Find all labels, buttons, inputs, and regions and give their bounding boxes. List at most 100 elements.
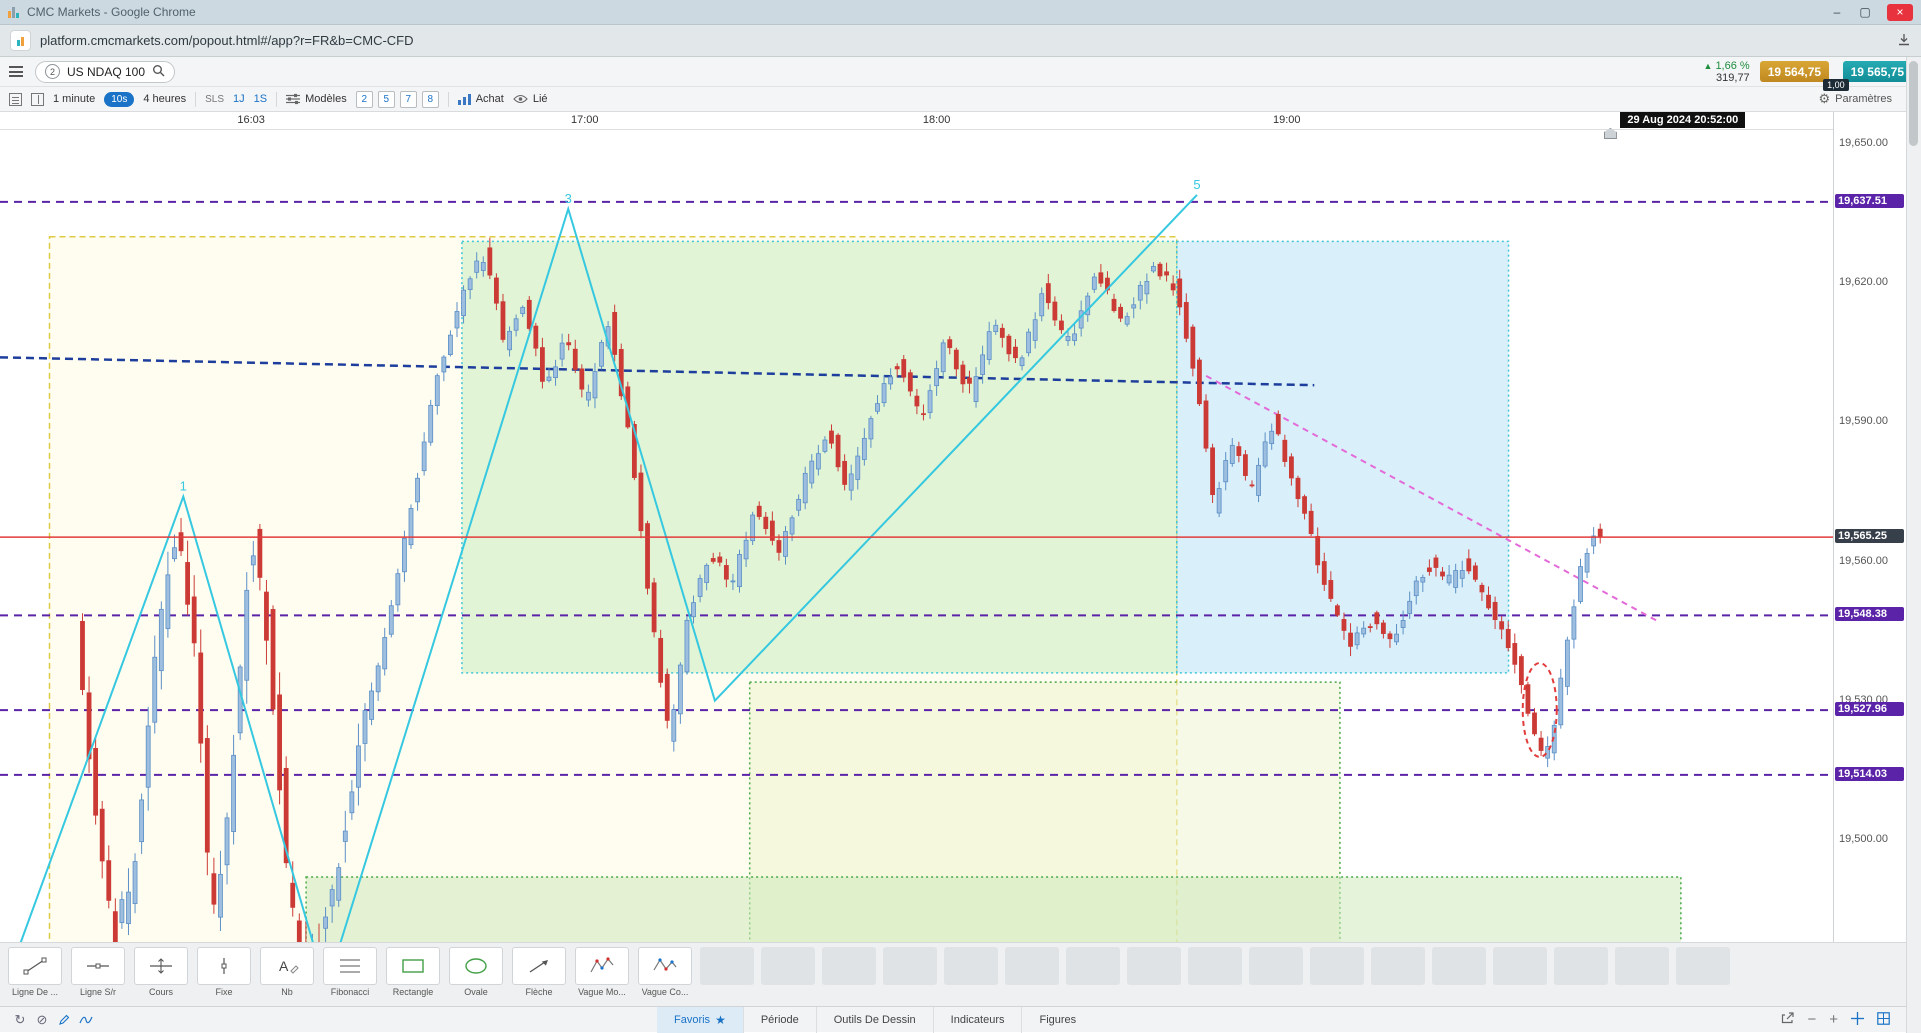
blue-zone[interactable] bbox=[1176, 240, 1510, 674]
close-button[interactable]: × bbox=[1887, 3, 1913, 21]
disable-drawing-icon[interactable]: ⊘ bbox=[36, 1011, 48, 1027]
low-zone[interactable] bbox=[305, 876, 1682, 942]
cursor-marker-icon[interactable] bbox=[1603, 128, 1617, 139]
price-change: ▲ 1,66 % 319,77 bbox=[1703, 59, 1750, 84]
tool-fl-che[interactable]: Flèche bbox=[511, 947, 567, 997]
model-slot-5[interactable]: 5 bbox=[377, 90, 395, 108]
settings-button[interactable]: ⚙ Paramètres bbox=[1818, 91, 1892, 106]
tool-ligne-de[interactable]: Ligne De ... bbox=[7, 947, 63, 997]
model-slot-8[interactable]: 8 bbox=[421, 90, 439, 108]
price-line-icon[interactable] bbox=[134, 947, 188, 985]
day-button[interactable]: 1J bbox=[233, 93, 245, 105]
highlight-ellipse[interactable] bbox=[1521, 662, 1558, 758]
descending-line[interactable] bbox=[1205, 375, 1660, 623]
tab-indicateurs[interactable]: Indicateurs bbox=[932, 1006, 1022, 1033]
ellipse-icon[interactable] bbox=[449, 947, 503, 985]
window-title: CMC Markets - Google Chrome bbox=[27, 5, 196, 19]
models-button[interactable]: Modèles bbox=[286, 93, 347, 105]
tool-vague-mo[interactable]: Vague Mo... bbox=[574, 947, 630, 997]
tab-favoris[interactable]: Favoris ★ bbox=[657, 1006, 743, 1033]
tool-fibonacci[interactable]: Fibonacci bbox=[322, 947, 378, 997]
zoom-in-icon[interactable]: + bbox=[1829, 1011, 1838, 1028]
maximize-button[interactable]: ▢ bbox=[1859, 5, 1871, 19]
tick-interval-button[interactable]: 10s bbox=[104, 91, 135, 107]
bars-icon bbox=[457, 94, 471, 105]
tab-outils-de-dessin[interactable]: Outils De Dessin bbox=[815, 1006, 933, 1033]
favorites-star-icon: ★ bbox=[715, 1012, 726, 1027]
freehand-icon[interactable] bbox=[75, 1015, 97, 1025]
spread-value: 1,00 bbox=[1823, 78, 1849, 91]
empty-tool-slot bbox=[1249, 947, 1303, 985]
minimize-button[interactable]: – bbox=[1833, 5, 1841, 19]
sell-price-button[interactable]: 19 564,75 bbox=[1759, 61, 1830, 82]
instrument-search[interactable]: 2 US NDAQ 100 bbox=[35, 60, 176, 83]
price-chart[interactable]: 1 3 5 bbox=[0, 130, 1833, 942]
resistance-line[interactable] bbox=[0, 356, 1315, 387]
wave-label-1: 1 bbox=[180, 479, 187, 494]
price-tick: 19,650.00 bbox=[1839, 136, 1888, 149]
tool-ovale[interactable]: Ovale bbox=[448, 947, 504, 997]
sls-button[interactable]: SLS bbox=[205, 93, 225, 105]
vertical-scrollbar[interactable] bbox=[1906, 57, 1921, 1033]
drawing-tools-palette: Ligne De ... Ligne S/r Cours Fixe A Nb Fibonac… bbox=[0, 942, 1921, 1006]
wave-motive-icon[interactable] bbox=[575, 947, 629, 985]
tab-figures[interactable]: Figures bbox=[1021, 1006, 1093, 1033]
arrow-icon[interactable] bbox=[512, 947, 566, 985]
fibonacci-icon[interactable] bbox=[323, 947, 377, 985]
search-icon[interactable] bbox=[152, 64, 165, 80]
download-icon[interactable] bbox=[1897, 33, 1911, 49]
interval2-select[interactable]: 4 heures bbox=[143, 93, 187, 105]
empty-tool-slot bbox=[1371, 947, 1425, 985]
tool-rectangle[interactable]: Rectangle bbox=[385, 947, 441, 997]
level-price-badge: 19,514.03 bbox=[1835, 766, 1904, 781]
model-slot-2[interactable]: 2 bbox=[355, 90, 373, 108]
text-icon[interactable]: A bbox=[260, 947, 314, 985]
browser-url-bar[interactable]: platform.cmcmarkets.com/popout.html#/app… bbox=[0, 25, 1921, 57]
cursor-timestamp: 29 Aug 2024 20:52:00 bbox=[1620, 112, 1746, 128]
price-tick: 19,560.00 bbox=[1839, 554, 1888, 567]
url-text[interactable]: platform.cmcmarkets.com/popout.html#/app… bbox=[40, 33, 414, 48]
time-axis[interactable]: 29 Aug 2024 20:52:00 16:03 17:00 18:00 19:0… bbox=[0, 112, 1833, 130]
buy-price-button[interactable]: 19 565,75 bbox=[1842, 61, 1912, 82]
vertical-line-icon[interactable] bbox=[197, 947, 251, 985]
trend-line-icon[interactable] bbox=[8, 947, 62, 985]
empty-tool-slot bbox=[1615, 947, 1669, 985]
layout-icon[interactable] bbox=[31, 92, 44, 106]
tool-ligne-s-r[interactable]: Ligne S/r bbox=[70, 947, 126, 997]
week-button[interactable]: 1S bbox=[253, 93, 268, 105]
empty-tool-slot bbox=[1554, 947, 1608, 985]
scrollbar-thumb[interactable] bbox=[1909, 61, 1918, 146]
tool-label: Nb bbox=[281, 987, 293, 997]
tool-cours[interactable]: Cours bbox=[133, 947, 189, 997]
separator bbox=[276, 91, 278, 107]
elliott-zigzag[interactable] bbox=[7, 194, 1198, 942]
interval-select[interactable]: 1 minute bbox=[53, 93, 96, 105]
crosshair-icon[interactable] bbox=[1851, 1011, 1864, 1028]
horizontal-line-icon[interactable] bbox=[71, 947, 125, 985]
buy-mode-button[interactable]: Achat bbox=[457, 93, 504, 105]
model-slot-7[interactable]: 7 bbox=[399, 90, 417, 108]
price-axis[interactable]: 19,650.00 19,620.00 19,590.00 19,560.00 19,5… bbox=[1833, 112, 1906, 942]
tool-fixe[interactable]: Fixe bbox=[196, 947, 252, 997]
wave-corrective-icon[interactable] bbox=[638, 947, 692, 985]
menu-icon[interactable] bbox=[9, 66, 23, 77]
empty-tool-slot bbox=[1432, 947, 1486, 985]
tab-p-riode[interactable]: Période bbox=[742, 1006, 816, 1033]
tool-label: Rectangle bbox=[392, 987, 434, 997]
empty-tool-slot bbox=[1188, 947, 1242, 985]
pencil-icon[interactable] bbox=[53, 1014, 75, 1026]
empty-tool-slot bbox=[822, 947, 876, 985]
export-icon[interactable] bbox=[1781, 1012, 1795, 1027]
rectangle-icon[interactable] bbox=[386, 947, 440, 985]
zoom-out-icon[interactable]: − bbox=[1807, 1011, 1817, 1028]
linked-button[interactable]: Lié bbox=[513, 93, 548, 105]
grid-layout-icon[interactable] bbox=[1877, 1011, 1890, 1028]
history-icon[interactable]: ↻ bbox=[14, 1011, 26, 1027]
chart-region[interactable]: 29 Aug 2024 20:52:00 16:03 17:00 18:00 19:0… bbox=[0, 112, 1921, 942]
empty-tool-slot bbox=[1005, 947, 1059, 985]
tool-nb[interactable]: A Nb bbox=[259, 947, 315, 997]
time-tick: 17:00 bbox=[570, 114, 599, 126]
tool-vague-co[interactable]: Vague Co... bbox=[637, 947, 693, 997]
chart-list-icon[interactable] bbox=[9, 92, 22, 106]
tool-label: Vague Co... bbox=[641, 987, 689, 997]
